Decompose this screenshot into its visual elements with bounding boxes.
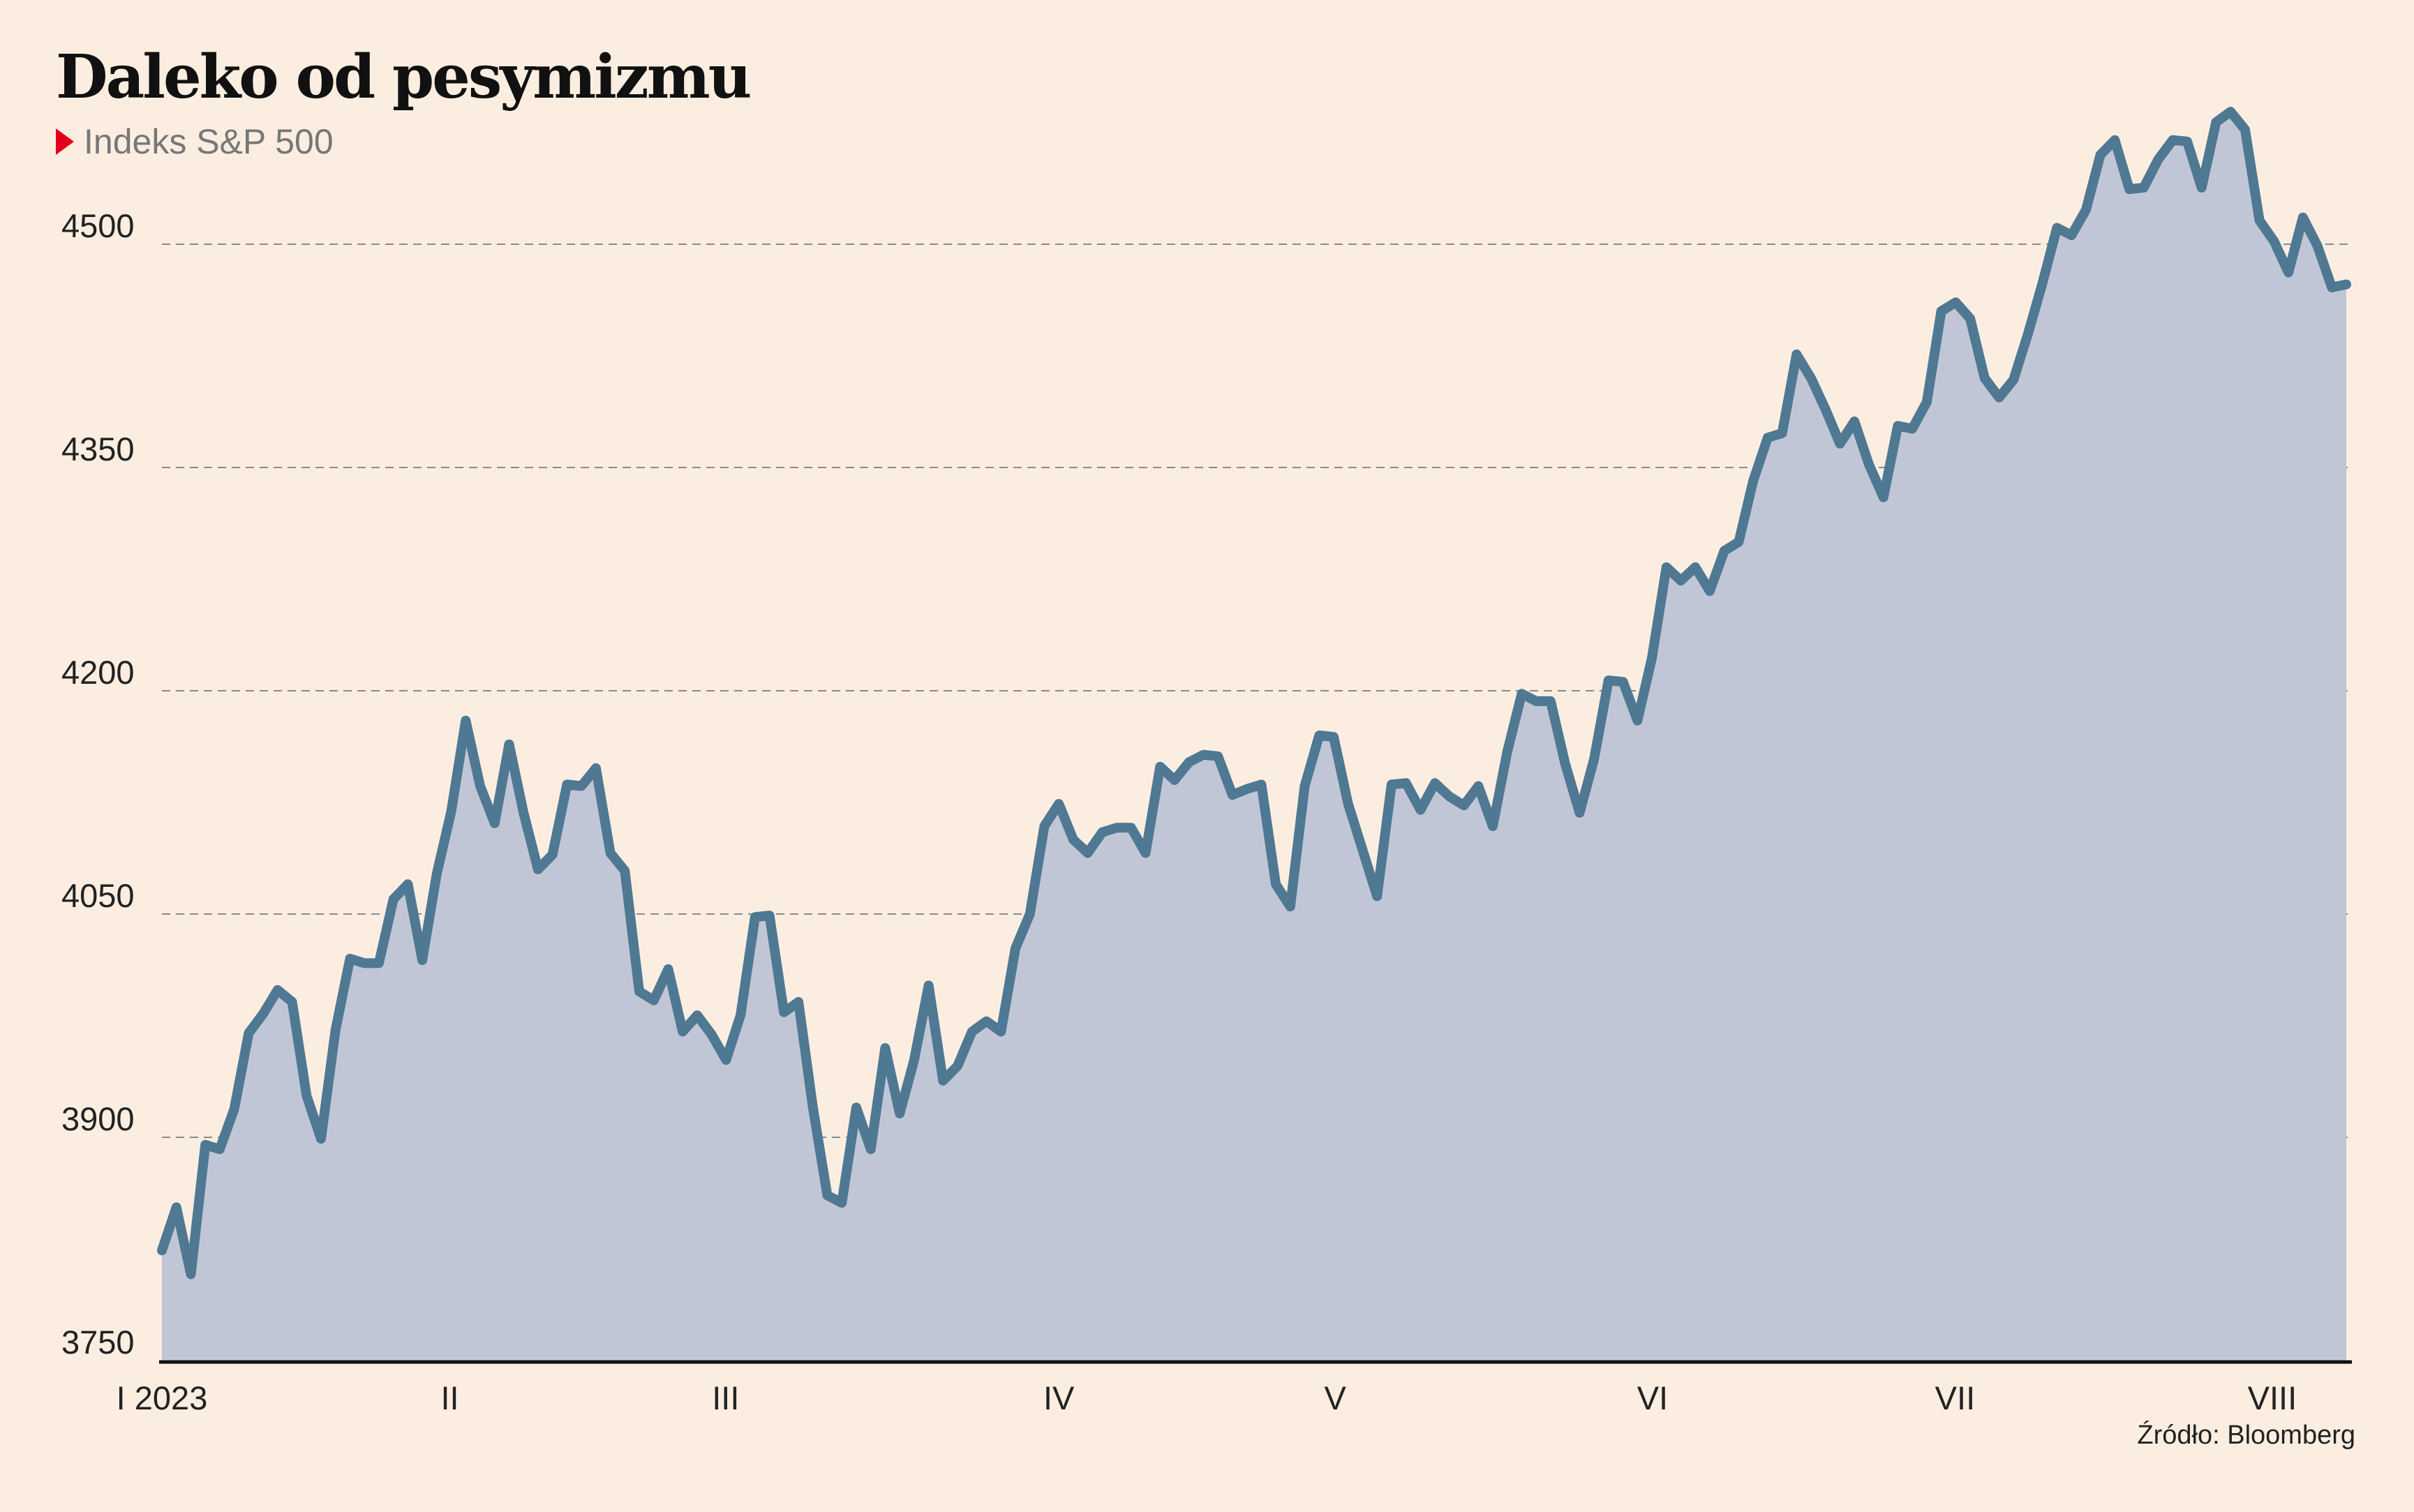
series-line [157,107,2351,1280]
chart-subtitle: Indeks S&P 500 [56,121,334,162]
series-area [162,112,2346,1361]
x-tick-label: I 2023 [117,1379,208,1416]
chart-subtitle-text: Indeks S&P 500 [84,122,334,161]
source-note: Źródło: Bloomberg [2137,1421,2355,1450]
x-tick-label: VIII [2248,1379,2297,1416]
y-tick-label: 3750 [61,1324,135,1361]
y-tick-label: 4350 [61,431,135,467]
y-tick-labels: 3750 3900 4050 4200 4350 4500 [61,207,135,1361]
chart-title: Daleko od pesymizmu [56,42,752,112]
y-tick-label: 4200 [61,654,135,691]
x-tick-label: VI [1637,1379,1668,1416]
x-tick-label: II [440,1379,459,1416]
y-tick-label: 4050 [61,877,135,914]
x-tick-label: VII [1935,1379,1975,1416]
x-tick-labels: I 2023 II III IV V VI VII VIII [117,1379,2297,1416]
y-tick-label: 4500 [61,207,135,244]
y-tick-label: 3900 [61,1100,135,1137]
subtitle-marker-icon [56,128,74,155]
x-tick-label: V [1324,1379,1346,1416]
x-tick-label: IV [1043,1379,1075,1416]
x-tick-label: III [712,1379,739,1416]
